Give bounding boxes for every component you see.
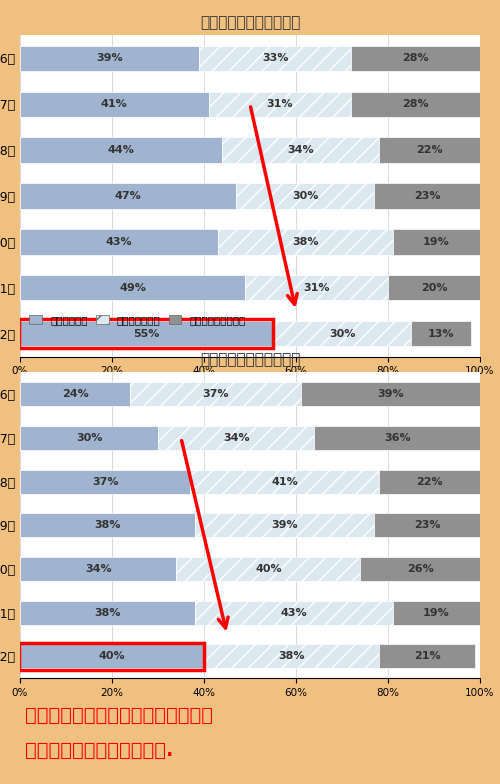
- Text: 30%: 30%: [329, 328, 355, 339]
- Text: 43%: 43%: [106, 237, 132, 247]
- Bar: [208, 92, 351, 117]
- Bar: [411, 321, 471, 347]
- Text: 40%: 40%: [255, 564, 281, 574]
- Bar: [130, 383, 300, 406]
- Text: 23%: 23%: [414, 521, 440, 530]
- Bar: [195, 601, 392, 625]
- Bar: [20, 92, 208, 117]
- Bar: [300, 383, 480, 406]
- Text: 40%: 40%: [98, 652, 126, 662]
- Text: 39%: 39%: [96, 53, 123, 64]
- Bar: [176, 557, 360, 581]
- Text: 33%: 33%: [262, 53, 288, 64]
- Text: 22%: 22%: [416, 477, 442, 487]
- Text: 30%: 30%: [76, 433, 102, 443]
- Bar: [314, 426, 480, 450]
- Bar: [20, 601, 195, 625]
- Text: 34%: 34%: [85, 564, 112, 574]
- Bar: [20, 383, 130, 406]
- Text: 31%: 31%: [266, 99, 293, 109]
- Text: 30%: 30%: [292, 191, 318, 201]
- Bar: [246, 275, 388, 300]
- Title: 犬の定期健康診断受診率: 犬の定期健康診断受診率: [200, 15, 300, 30]
- Text: 28%: 28%: [402, 99, 429, 109]
- Text: 37%: 37%: [92, 477, 118, 487]
- Bar: [360, 557, 480, 581]
- Bar: [273, 321, 411, 347]
- Bar: [200, 45, 351, 71]
- Bar: [351, 92, 480, 117]
- Bar: [392, 601, 480, 625]
- Title: 猫の定期健康診断受診率: 猫の定期健康診断受診率: [200, 352, 300, 367]
- Text: 23%: 23%: [414, 191, 440, 201]
- Bar: [222, 137, 379, 163]
- Text: 19%: 19%: [423, 608, 450, 618]
- Bar: [388, 275, 480, 300]
- Bar: [236, 183, 374, 209]
- Bar: [20, 137, 222, 163]
- Bar: [20, 321, 273, 347]
- Legend: 定期的に受診, 受診経験はある, 受診したことはない: 定期的に受診, 受診経験はある, 受診したことはない: [25, 310, 250, 329]
- Text: 19%: 19%: [423, 237, 450, 247]
- Bar: [20, 644, 204, 668]
- Bar: [195, 514, 374, 537]
- Bar: [374, 514, 480, 537]
- Bar: [20, 470, 190, 494]
- Bar: [20, 275, 246, 300]
- Text: 41%: 41%: [101, 99, 128, 109]
- Text: 22%: 22%: [416, 145, 442, 155]
- Text: 26%: 26%: [407, 564, 434, 574]
- Text: 39%: 39%: [271, 521, 298, 530]
- Bar: [20, 45, 200, 71]
- Bar: [351, 45, 480, 71]
- Text: 21%: 21%: [414, 652, 440, 662]
- Text: 49%: 49%: [120, 283, 146, 293]
- Text: 38%: 38%: [292, 237, 318, 247]
- Text: 43%: 43%: [280, 608, 307, 618]
- Text: 38%: 38%: [94, 521, 120, 530]
- Text: 38%: 38%: [94, 608, 120, 618]
- Text: ンテージが上がっています.: ンテージが上がっています.: [25, 741, 174, 760]
- Bar: [379, 470, 480, 494]
- Text: 20%: 20%: [421, 283, 448, 293]
- Text: 13%: 13%: [428, 328, 454, 339]
- Bar: [20, 557, 176, 581]
- Bar: [374, 183, 480, 209]
- Text: 37%: 37%: [202, 389, 229, 399]
- Bar: [392, 229, 480, 255]
- Bar: [20, 514, 195, 537]
- Text: 年々、健康診断の受診経験のパーセ: 年々、健康診断の受診経験のパーセ: [25, 706, 213, 724]
- Text: 38%: 38%: [278, 652, 304, 662]
- Bar: [20, 183, 236, 209]
- Text: 31%: 31%: [304, 283, 330, 293]
- Text: 34%: 34%: [288, 145, 314, 155]
- Text: 41%: 41%: [271, 477, 298, 487]
- Text: 44%: 44%: [108, 145, 134, 155]
- Bar: [379, 137, 480, 163]
- Bar: [204, 644, 379, 668]
- Bar: [379, 644, 476, 668]
- Text: 28%: 28%: [402, 53, 429, 64]
- Bar: [190, 470, 379, 494]
- Bar: [158, 426, 314, 450]
- Text: 39%: 39%: [377, 389, 404, 399]
- Text: 55%: 55%: [134, 328, 160, 339]
- Bar: [20, 426, 158, 450]
- Text: 24%: 24%: [62, 389, 88, 399]
- Text: 36%: 36%: [384, 433, 410, 443]
- Bar: [20, 229, 218, 255]
- Text: 47%: 47%: [114, 191, 141, 201]
- Bar: [218, 229, 392, 255]
- Text: 34%: 34%: [223, 433, 250, 443]
